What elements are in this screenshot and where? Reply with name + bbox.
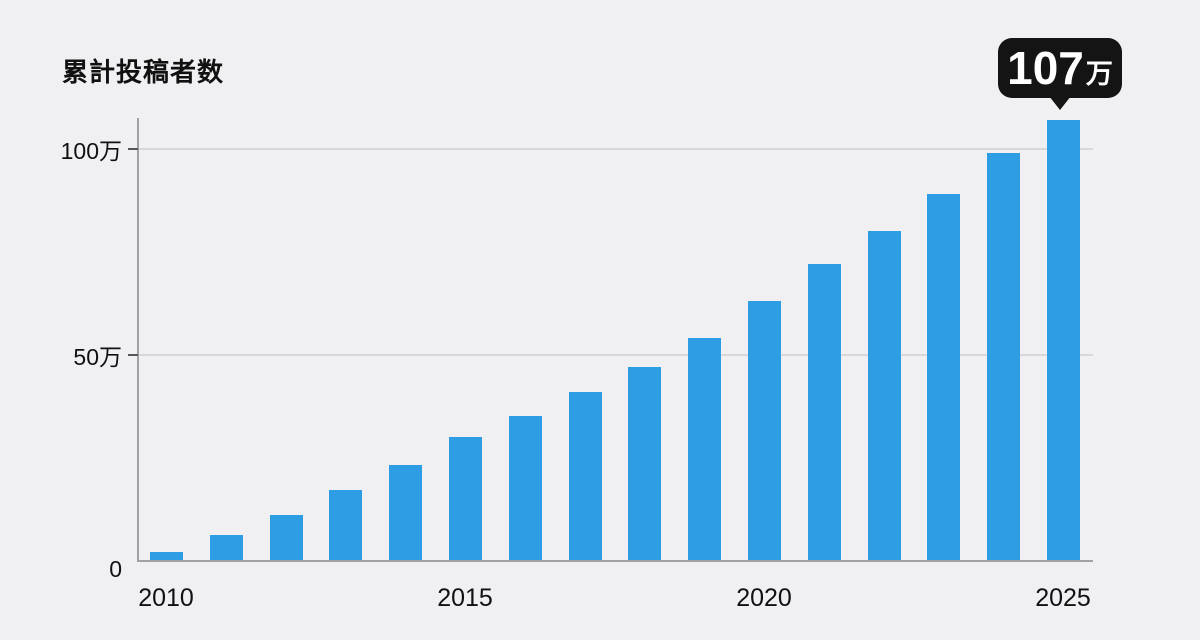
bar-2017 xyxy=(568,391,602,560)
chart-title: 累計投稿者数 xyxy=(62,57,225,87)
bar-2025 xyxy=(1047,120,1080,560)
bar-2015 xyxy=(449,436,482,560)
bar-2010 xyxy=(150,551,183,560)
x-tick-label-2025: 2025 xyxy=(1035,584,1091,612)
x-tick-label-2020: 2020 xyxy=(736,584,792,612)
bar-2012 xyxy=(269,514,303,560)
y-tick-label-100: 100万 xyxy=(60,138,122,164)
y-tick-label-50: 50万 xyxy=(73,343,122,370)
bar-2024 xyxy=(987,153,1021,560)
bar-2011 xyxy=(209,535,243,560)
x-tick-label-2010: 2010 xyxy=(138,584,194,612)
plot-area xyxy=(128,118,1093,562)
bar-2018 xyxy=(628,366,662,560)
callout-pointer-icon xyxy=(1049,96,1071,110)
callout-unit: 万 xyxy=(1085,58,1113,89)
callout-value: 107 xyxy=(1007,42,1084,94)
bar-2014 xyxy=(389,465,423,560)
bar-2023 xyxy=(927,194,961,560)
bar-2019 xyxy=(688,338,722,560)
bar-2016 xyxy=(508,416,542,560)
gridline-50 xyxy=(139,353,1093,356)
bar-2013 xyxy=(329,490,363,560)
bar-2022 xyxy=(867,231,901,560)
gridline-100 xyxy=(139,148,1093,150)
callout-badge: 107 万 xyxy=(998,38,1122,110)
x-tick-label-2015: 2015 xyxy=(437,584,493,612)
bar-2020 xyxy=(748,301,781,560)
y-tickmark-100 xyxy=(128,148,138,150)
y-tickmark-50 xyxy=(128,353,138,356)
bar-2021 xyxy=(807,264,841,560)
y-tick-label-0: 0 xyxy=(109,556,122,582)
